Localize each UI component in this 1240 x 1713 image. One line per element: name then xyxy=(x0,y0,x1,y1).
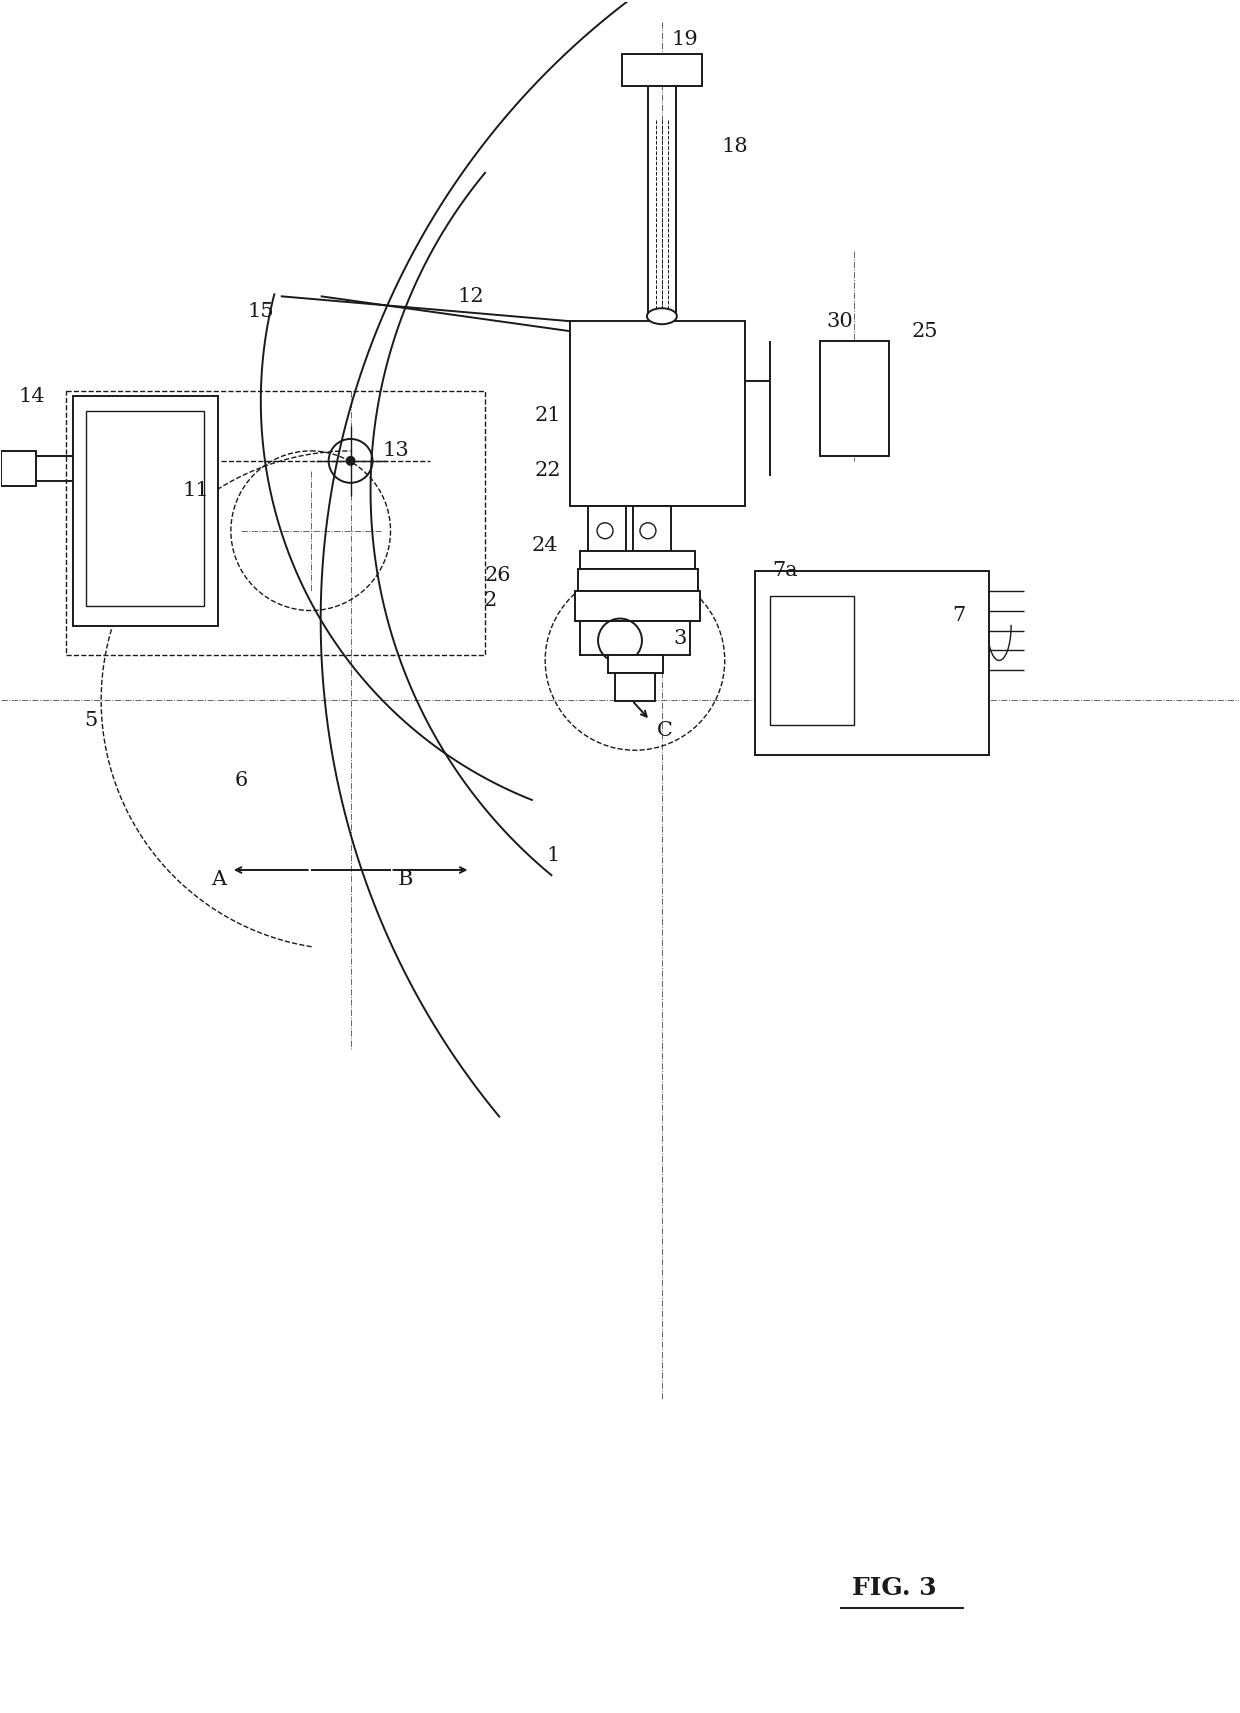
Bar xyxy=(820,341,889,456)
Text: 22: 22 xyxy=(534,461,562,480)
Text: 2: 2 xyxy=(484,591,497,610)
Text: 12: 12 xyxy=(458,286,484,305)
Text: 15: 15 xyxy=(248,301,274,320)
Text: 5: 5 xyxy=(84,711,98,730)
Text: 26: 26 xyxy=(485,565,512,586)
Text: 21: 21 xyxy=(534,406,562,425)
Text: 25: 25 xyxy=(911,322,937,341)
Bar xyxy=(1,451,36,486)
Text: C: C xyxy=(657,721,673,740)
Bar xyxy=(632,505,671,550)
Bar xyxy=(580,620,689,656)
Text: 7a: 7a xyxy=(771,562,797,581)
Text: 1: 1 xyxy=(547,846,559,865)
Bar xyxy=(73,396,218,625)
Text: 14: 14 xyxy=(19,387,45,406)
Bar xyxy=(87,411,203,606)
Bar xyxy=(66,391,485,656)
Text: 13: 13 xyxy=(382,442,409,461)
Text: 11: 11 xyxy=(182,481,210,500)
Bar xyxy=(575,591,699,620)
Text: 3: 3 xyxy=(673,629,687,648)
Bar xyxy=(580,550,694,569)
Text: 6: 6 xyxy=(234,771,248,790)
Text: FIG. 3: FIG. 3 xyxy=(852,1576,936,1600)
Bar xyxy=(755,570,990,755)
Bar xyxy=(622,53,702,86)
Bar xyxy=(770,596,854,725)
Text: B: B xyxy=(398,870,413,889)
Text: 19: 19 xyxy=(672,31,698,50)
Text: 24: 24 xyxy=(532,536,558,555)
Text: 30: 30 xyxy=(826,312,853,331)
Bar xyxy=(615,673,655,701)
Bar xyxy=(578,569,698,591)
Ellipse shape xyxy=(647,308,677,324)
Bar xyxy=(570,322,745,505)
Text: 7: 7 xyxy=(952,606,966,625)
Text: 18: 18 xyxy=(722,137,748,156)
Text: A: A xyxy=(211,870,227,889)
Bar xyxy=(588,505,626,550)
Circle shape xyxy=(346,456,356,466)
Bar xyxy=(608,656,663,673)
